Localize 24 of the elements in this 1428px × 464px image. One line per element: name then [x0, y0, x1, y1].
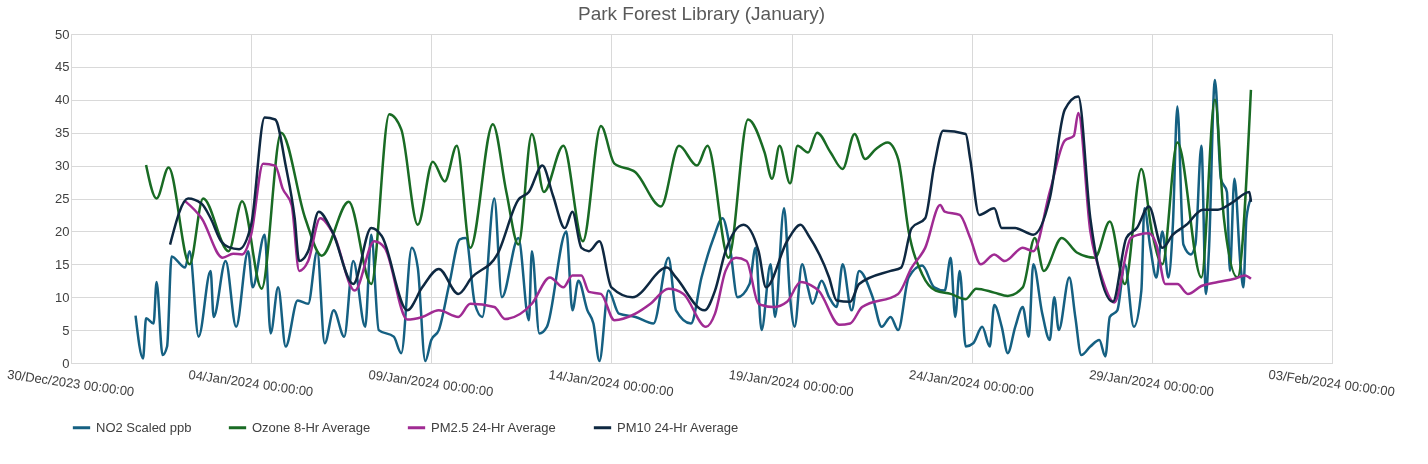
y-tick-label: 20 — [55, 223, 70, 239]
x-tick-label: 29/Jan/2024 00:00:00 — [1088, 366, 1215, 400]
y-tick-label: 50 — [55, 26, 70, 42]
y-tick-label: 45 — [55, 59, 70, 75]
y-tick-label: 10 — [55, 289, 70, 305]
y-tick-label: 5 — [62, 322, 70, 338]
legend-label: PM10 24-Hr Average — [617, 419, 739, 435]
x-tick-label: 03/Feb/2024 00:00:00 — [1267, 366, 1396, 400]
y-tick-label: 35 — [55, 125, 70, 141]
x-tick-label: 09/Jan/2024 00:00:00 — [367, 366, 495, 400]
legend-label: Ozone 8-Hr Average — [252, 419, 371, 435]
line-series — [134, 78, 1253, 363]
x-tick-label: 04/Jan/2024 00:00:00 — [187, 366, 315, 400]
y-tick-label: 40 — [55, 92, 70, 108]
y-tick-label: 25 — [55, 191, 70, 206]
x-tick-label: 14/Jan/2024 00:00:00 — [547, 366, 675, 400]
y-tick-label: 15 — [55, 256, 70, 272]
legend-label: NO2 Scaled ppb — [96, 419, 192, 435]
legend-label: PM2.5 24-Hr Average — [431, 419, 556, 435]
x-tick-label: 24/Jan/2024 00:00:00 — [908, 366, 1035, 400]
x-tick-label: 19/Jan/2024 00:00:00 — [727, 366, 855, 400]
chart-title: Park Forest Library (January) — [577, 3, 826, 24]
y-tick-label: 30 — [55, 158, 70, 174]
y-tick-label: 0 — [62, 355, 70, 371]
